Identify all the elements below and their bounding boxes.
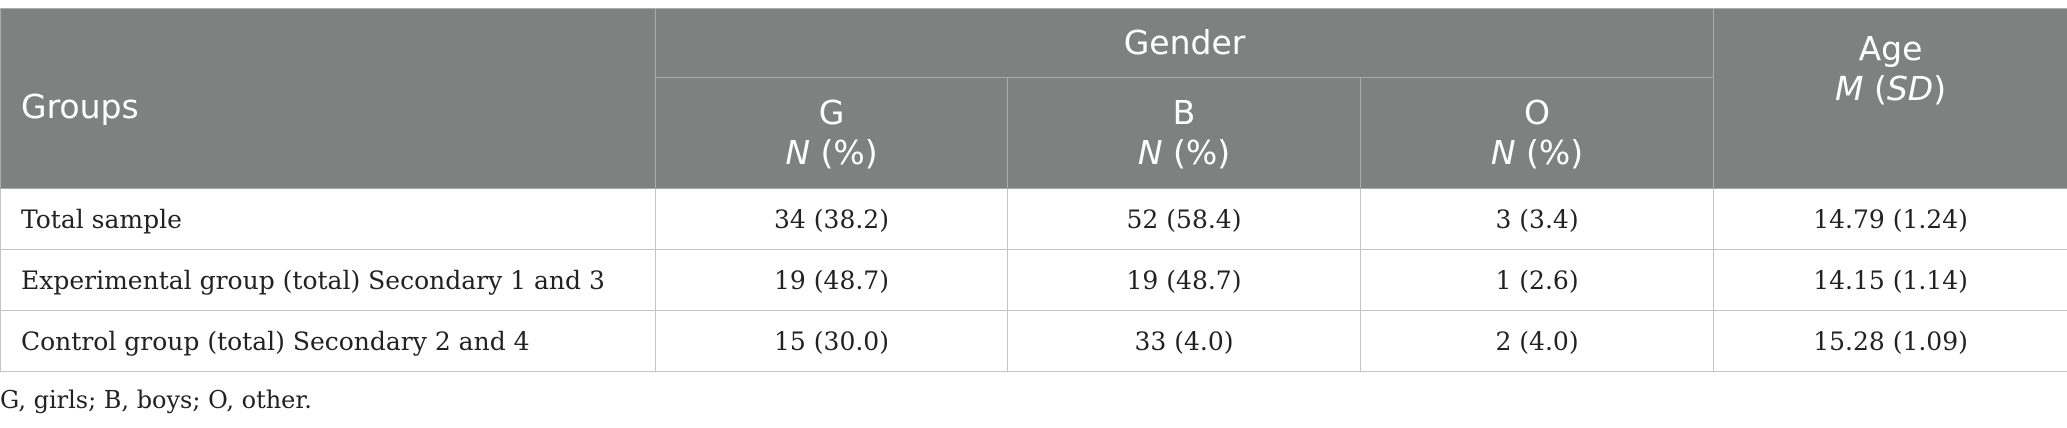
boys-pct-symbol: (%)	[1173, 133, 1231, 172]
row-label: Control group (total) Secondary 2 and 4	[0, 310, 656, 372]
age-title: Age	[1858, 29, 1923, 68]
groups-header: Groups	[0, 8, 656, 189]
table-row: Total sample 34 (38.2) 52 (58.4) 3 (3.4)…	[0, 188, 2067, 250]
girls-cell: 15 (30.0)	[655, 310, 1008, 372]
demographics-table-container: Groups Gender Age M (SD) G N (%) B N (%)…	[0, 8, 2067, 372]
age-cell: 14.79 (1.24)	[1713, 188, 2067, 250]
demographics-table: Groups Gender Age M (SD) G N (%) B N (%)…	[0, 8, 2067, 372]
table-row: Control group (total) Secondary 2 and 4 …	[0, 310, 2067, 372]
table-header: Groups Gender Age M (SD) G N (%) B N (%)…	[0, 8, 2067, 189]
boys-code: B	[1172, 93, 1196, 132]
girls-pct-symbol: (%)	[820, 133, 878, 172]
age-mean-symbol: M	[1834, 69, 1864, 108]
other-pct-symbol: (%)	[1526, 133, 1584, 172]
boys-stat-label: N (%)	[1008, 133, 1360, 173]
girls-cell: 34 (38.2)	[655, 188, 1008, 250]
row-label: Total sample	[0, 188, 656, 250]
girls-cell: 19 (48.7)	[655, 249, 1008, 311]
age-cell: 15.28 (1.09)	[1713, 310, 2067, 372]
other-cell: 3 (3.4)	[1359, 188, 1715, 250]
other-cell: 2 (4.0)	[1359, 310, 1715, 372]
boys-cell: 52 (58.4)	[1007, 188, 1361, 250]
table-body: Total sample 34 (38.2) 52 (58.4) 3 (3.4)…	[0, 188, 2067, 372]
boys-cell: 19 (48.7)	[1007, 249, 1361, 311]
boys-cell: 33 (4.0)	[1007, 310, 1361, 372]
table-footnote: G, girls; B, boys; O, other.	[0, 386, 312, 414]
other-header: O N (%)	[1359, 77, 1715, 189]
header-row-top: Groups Gender Age M (SD)	[0, 8, 2067, 189]
header-row-sub: G N (%) B N (%) O N (%)	[1, 77, 2067, 189]
girls-stat-label: N (%)	[656, 133, 1007, 173]
other-cell: 1 (2.6)	[1359, 249, 1715, 311]
age-sd-symbol: SD	[1886, 69, 1934, 108]
other-stat-label: N (%)	[1361, 133, 1713, 173]
other-n-symbol: N	[1490, 133, 1516, 172]
row-label: Experimental group (total) Secondary 1 a…	[0, 249, 656, 311]
boys-n-symbol: N	[1137, 133, 1163, 172]
girls-header: G N (%)	[655, 77, 1008, 189]
girls-code: G	[818, 93, 845, 132]
boys-header: B N (%)	[1007, 77, 1361, 189]
age-header: Age M (SD)	[1713, 8, 2067, 189]
table-row: Experimental group (total) Secondary 1 a…	[0, 249, 2067, 311]
other-code: O	[1524, 93, 1550, 132]
gender-header: Gender	[654, 8, 1715, 78]
girls-n-symbol: N	[785, 133, 811, 172]
age-stat-label: M (SD)	[1834, 69, 1947, 108]
age-cell: 14.15 (1.14)	[1713, 249, 2067, 311]
